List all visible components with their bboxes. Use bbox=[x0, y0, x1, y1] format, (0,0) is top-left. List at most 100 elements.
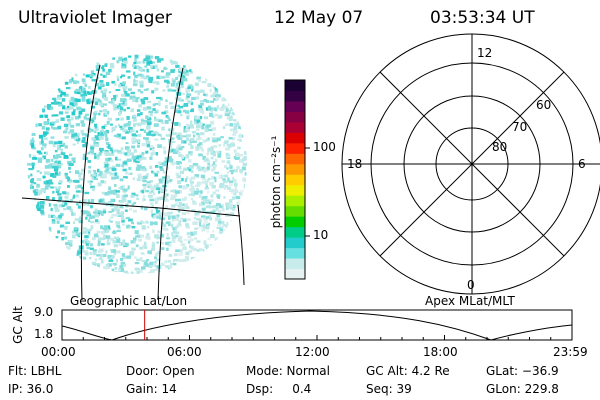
speckle bbox=[69, 106, 74, 110]
speckle bbox=[149, 202, 154, 205]
speckle bbox=[105, 142, 110, 145]
speckle bbox=[162, 170, 166, 174]
speckle bbox=[198, 122, 203, 126]
speckle bbox=[135, 130, 139, 133]
speckle bbox=[213, 107, 217, 111]
speckle bbox=[164, 188, 168, 192]
speckle bbox=[121, 151, 125, 155]
speckle bbox=[139, 82, 144, 86]
speckle bbox=[222, 103, 225, 107]
speckle bbox=[68, 131, 71, 135]
speckle bbox=[223, 180, 228, 183]
speckle bbox=[56, 144, 60, 149]
speckle bbox=[213, 145, 218, 148]
speckle bbox=[74, 116, 80, 120]
speckle bbox=[112, 99, 115, 102]
colorbar-cell bbox=[285, 121, 305, 133]
speckle bbox=[127, 185, 130, 190]
speckle bbox=[44, 151, 47, 154]
speckle bbox=[160, 262, 163, 266]
speckle bbox=[30, 184, 33, 188]
speckle bbox=[226, 116, 229, 120]
speckle bbox=[82, 153, 86, 158]
speckle bbox=[171, 62, 174, 65]
speckle bbox=[201, 125, 205, 130]
speckle bbox=[157, 251, 161, 254]
speckle bbox=[68, 180, 72, 184]
speckle bbox=[85, 228, 89, 232]
speckle bbox=[94, 143, 99, 147]
speckle bbox=[132, 64, 135, 68]
speckle bbox=[83, 199, 87, 202]
speckle bbox=[51, 158, 54, 162]
speckle bbox=[230, 205, 234, 210]
speckle bbox=[119, 200, 125, 203]
speckle bbox=[84, 251, 89, 256]
speckle bbox=[133, 71, 136, 76]
speckle bbox=[203, 93, 206, 96]
speckle bbox=[111, 231, 117, 234]
speckle bbox=[113, 107, 118, 111]
speckle bbox=[114, 149, 118, 152]
speckle bbox=[35, 123, 38, 128]
speckle bbox=[164, 105, 168, 109]
speckle bbox=[105, 229, 109, 233]
apex-label: Apex MLat/MLT bbox=[425, 294, 515, 308]
speckle bbox=[71, 212, 76, 216]
speckle bbox=[210, 100, 215, 103]
speckle bbox=[134, 54, 139, 59]
speckle bbox=[99, 170, 103, 175]
speckle bbox=[190, 137, 195, 142]
speckle bbox=[58, 155, 62, 158]
speckle bbox=[77, 218, 83, 221]
speckle bbox=[133, 256, 137, 259]
speckle bbox=[168, 214, 173, 217]
speckle bbox=[142, 180, 147, 183]
speckle bbox=[124, 152, 128, 156]
speckle bbox=[165, 134, 171, 137]
speckle bbox=[27, 163, 32, 166]
speckle bbox=[62, 130, 67, 134]
speckle bbox=[36, 207, 41, 212]
speckle bbox=[45, 127, 50, 131]
speckle bbox=[184, 186, 189, 189]
speckle bbox=[59, 144, 64, 147]
speckle bbox=[175, 190, 180, 194]
speckle bbox=[44, 171, 48, 175]
speckle bbox=[74, 98, 78, 102]
speckle bbox=[180, 240, 183, 243]
speckle bbox=[86, 202, 90, 206]
speckle bbox=[186, 154, 190, 158]
speckle bbox=[203, 198, 208, 201]
speckle bbox=[37, 157, 43, 161]
speckle bbox=[119, 268, 125, 272]
speckle bbox=[139, 269, 143, 273]
speckle bbox=[150, 152, 154, 156]
speckle bbox=[102, 173, 107, 177]
speckle bbox=[143, 260, 148, 263]
speckle bbox=[131, 138, 135, 142]
speckle bbox=[91, 261, 96, 265]
speckle bbox=[213, 151, 216, 154]
speckle bbox=[137, 133, 142, 137]
speckle bbox=[99, 102, 104, 106]
speckle bbox=[123, 88, 126, 93]
speckle bbox=[208, 214, 212, 219]
speckle bbox=[53, 215, 57, 219]
speckle bbox=[146, 183, 152, 187]
speckle bbox=[81, 249, 85, 253]
speckle bbox=[168, 265, 173, 269]
speckle bbox=[111, 167, 117, 172]
speckle bbox=[72, 143, 76, 146]
speckle bbox=[161, 247, 165, 251]
speckle bbox=[98, 112, 101, 116]
speckle bbox=[137, 89, 141, 92]
speckle bbox=[121, 136, 126, 140]
longitude-line bbox=[237, 204, 245, 286]
speckle bbox=[222, 97, 227, 101]
speckle bbox=[210, 244, 213, 248]
speckle bbox=[176, 132, 181, 135]
speckle bbox=[149, 180, 153, 183]
speckle bbox=[223, 141, 228, 145]
speckle bbox=[36, 204, 40, 207]
